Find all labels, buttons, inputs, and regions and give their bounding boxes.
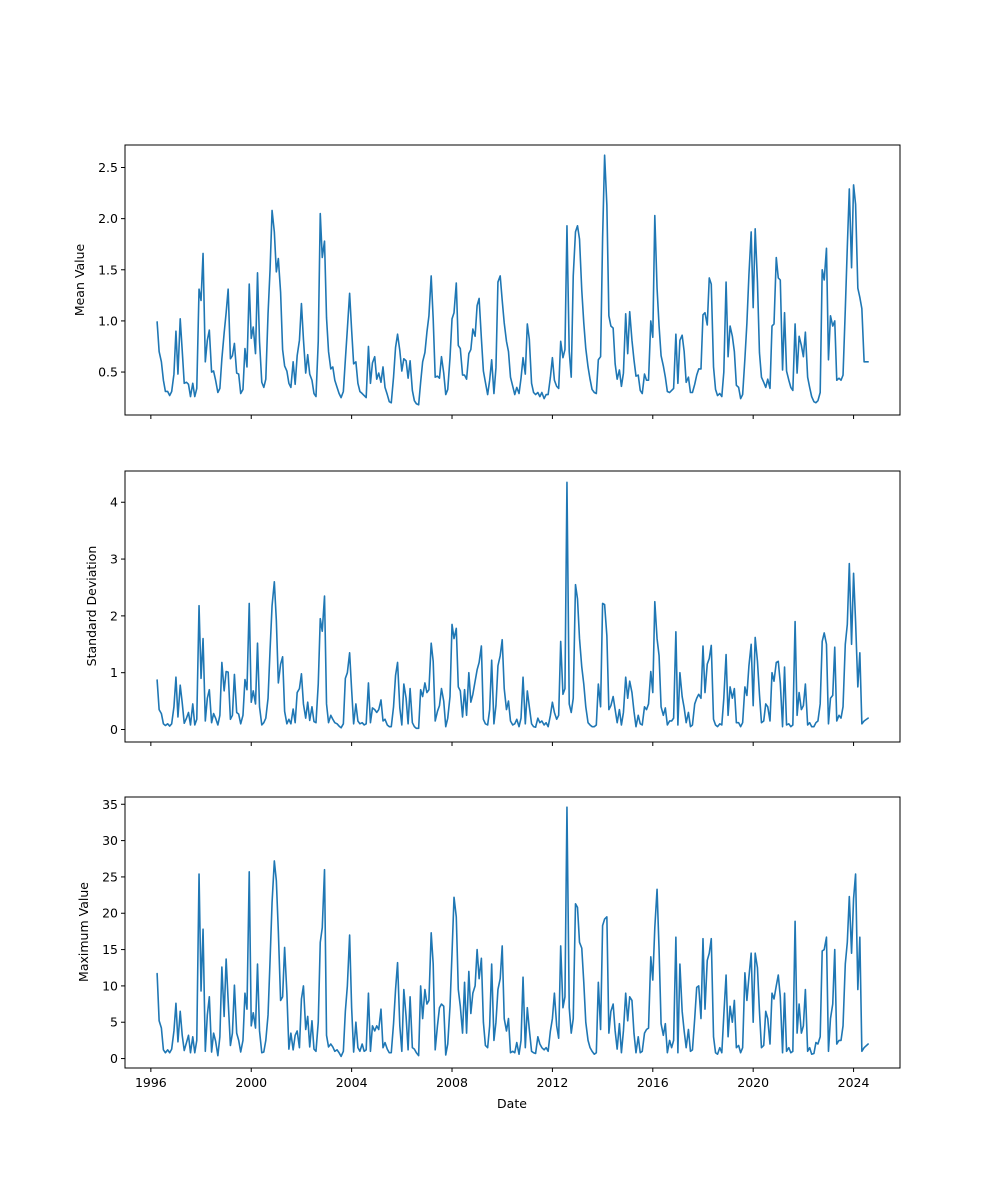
panel-standard-deviation: 0 1 2 3 4 Standard Deviation: [84, 470, 901, 746]
y-axis: 0.5 1.0 1.5 2.0 2.5: [98, 160, 125, 380]
y-tick-label: 35: [102, 797, 118, 812]
series-line: [156, 806, 869, 1058]
panel-maximum-value: 0 5 10 15 20 25 30 35 1996 2000 2004 2008 2012 2016 2…: [76, 796, 901, 1111]
panel-mean-value: 0.5 1.0 1.5 2.0 2.5 Mean Value: [72, 144, 901, 419]
y-tick-label: 2: [110, 608, 118, 623]
y-tick-label: 1: [110, 665, 118, 680]
y-axis: 0 1 2 3 4: [110, 495, 125, 737]
y-axis: 0 5 10 15 20 25 30 35: [102, 797, 125, 1066]
y-axis-label: Maximum Value: [76, 882, 91, 982]
y-tick-label: 2.0: [98, 211, 118, 226]
y-tick-label: 0: [110, 722, 118, 737]
x-tick-label: 2000: [235, 1075, 267, 1090]
x-tick-label: 2016: [637, 1075, 669, 1090]
series-line: [156, 481, 869, 730]
y-tick-label: 1.5: [98, 262, 118, 277]
x-axis-label: Date: [497, 1096, 527, 1111]
x-axis: 1996 2000 2004 2008 2012 2016 2020 2024: [135, 1068, 870, 1090]
y-tick-label: 25: [102, 869, 118, 884]
y-tick-label: 10: [102, 978, 118, 993]
x-tick-label: 2024: [838, 1075, 870, 1090]
plot-frame: [124, 470, 901, 743]
y-tick-label: 4: [110, 495, 118, 510]
y-tick-label: 5: [110, 1015, 118, 1030]
y-tick-label: 20: [102, 906, 118, 921]
plot-frame: [124, 796, 901, 1069]
y-tick-label: 1.0: [98, 313, 118, 328]
x-axis: [150, 415, 855, 419]
y-tick-label: 2.5: [98, 160, 118, 175]
x-tick-label: 2008: [436, 1075, 468, 1090]
x-tick-label: 2004: [336, 1075, 368, 1090]
x-tick-label: 1996: [135, 1075, 167, 1090]
y-tick-label: 30: [102, 833, 118, 848]
x-axis: [150, 742, 855, 746]
y-axis-label: Mean Value: [72, 244, 87, 317]
y-tick-label: 15: [102, 942, 118, 957]
y-axis-label: Standard Deviation: [84, 546, 99, 667]
y-tick-label: 0: [110, 1051, 118, 1066]
x-tick-label: 2020: [737, 1075, 769, 1090]
y-tick-label: 3: [110, 552, 118, 567]
plot-frame: [124, 144, 901, 416]
x-tick-label: 2012: [536, 1075, 568, 1090]
series-line: [156, 154, 869, 406]
y-tick-label: 0.5: [98, 365, 118, 380]
